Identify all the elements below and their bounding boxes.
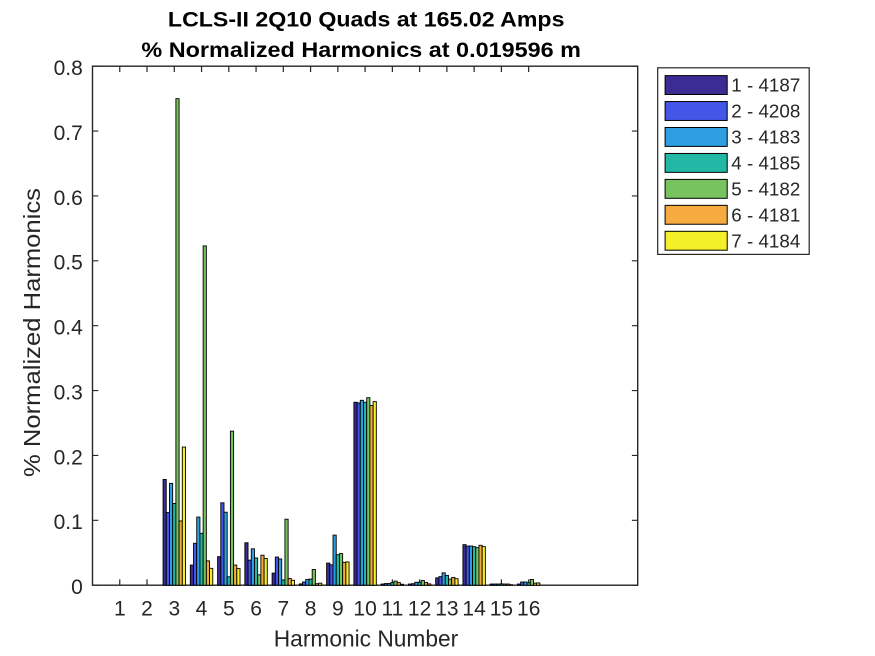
svg-text:7 - 4184: 7 - 4184 [731, 231, 800, 251]
svg-text:0.8: 0.8 [54, 57, 83, 80]
svg-text:3 - 4183: 3 - 4183 [731, 128, 800, 148]
svg-text:9: 9 [332, 597, 344, 620]
svg-text:14: 14 [462, 597, 486, 620]
svg-text:% Normalized Harmonics: % Normalized Harmonics [19, 188, 45, 477]
svg-text:1 - 4187: 1 - 4187 [731, 76, 800, 96]
svg-text:Harmonic Number: Harmonic Number [274, 625, 459, 651]
svg-text:0.7: 0.7 [54, 122, 83, 145]
svg-text:5 - 4182: 5 - 4182 [731, 179, 800, 199]
svg-text:0.3: 0.3 [54, 381, 83, 404]
svg-text:% Normalized Harmonics at 0.01: % Normalized Harmonics at 0.019596 m [141, 38, 581, 62]
svg-text:16: 16 [517, 597, 540, 620]
svg-text:0.4: 0.4 [54, 317, 84, 340]
svg-text:6: 6 [250, 597, 262, 620]
svg-text:7: 7 [277, 597, 289, 620]
svg-text:2 - 4208: 2 - 4208 [731, 102, 800, 122]
svg-text:6 - 4181: 6 - 4181 [731, 205, 800, 225]
svg-text:0: 0 [71, 576, 83, 599]
svg-text:4: 4 [196, 597, 208, 620]
svg-text:5: 5 [223, 597, 235, 620]
svg-text:13: 13 [435, 597, 458, 620]
svg-text:11: 11 [381, 597, 403, 620]
svg-text:4 - 4185: 4 - 4185 [731, 154, 800, 174]
svg-text:10: 10 [353, 597, 376, 620]
svg-text:12: 12 [408, 597, 431, 620]
svg-text:0.6: 0.6 [54, 187, 83, 210]
svg-text:0.2: 0.2 [54, 446, 83, 469]
svg-text:0.5: 0.5 [54, 252, 83, 275]
svg-text:15: 15 [490, 597, 513, 620]
svg-text:0.1: 0.1 [54, 511, 83, 534]
svg-text:1: 1 [114, 597, 126, 620]
svg-text:2: 2 [141, 597, 153, 620]
svg-text:8: 8 [305, 597, 317, 620]
svg-text:LCLS-II 2Q10 Quads at 165.02 A: LCLS-II 2Q10 Quads at 165.02 Amps [168, 8, 565, 32]
svg-text:3: 3 [168, 597, 180, 620]
